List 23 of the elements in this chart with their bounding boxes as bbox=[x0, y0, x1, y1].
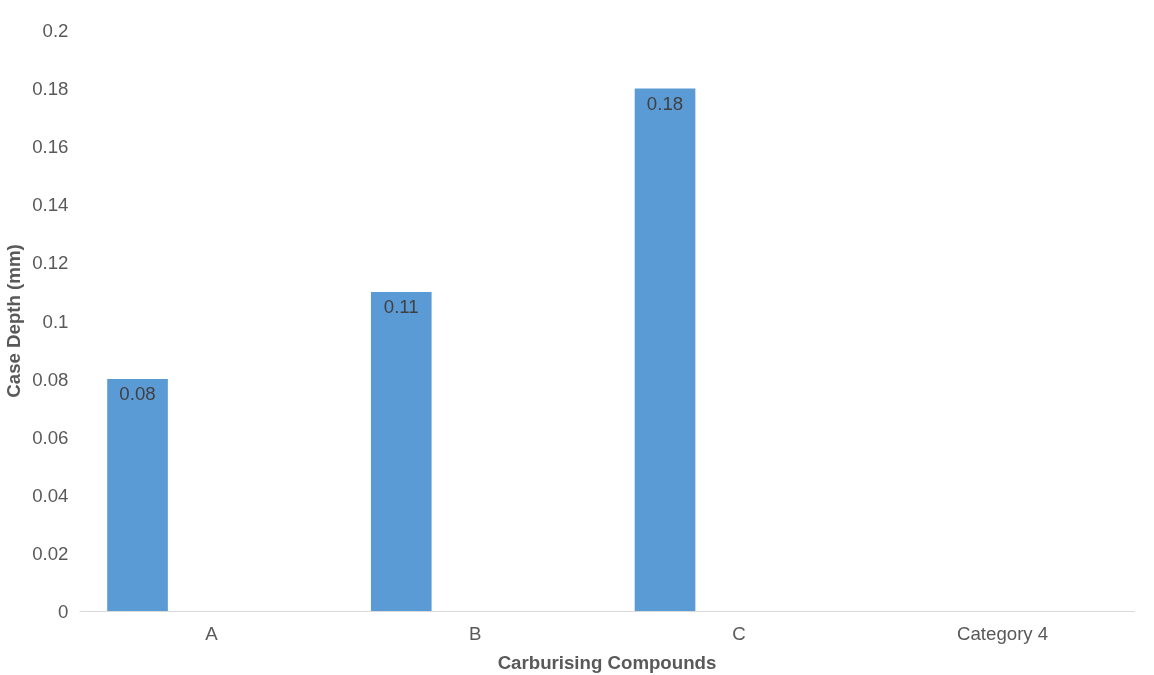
y-axis-title: Case Depth (mm) bbox=[3, 244, 25, 398]
x-tick-label: C bbox=[732, 622, 746, 644]
x-axis-title: Carburising Compounds bbox=[497, 651, 717, 673]
bar bbox=[107, 379, 168, 612]
data-label: 0.18 bbox=[646, 92, 684, 114]
y-tick-label: 0.04 bbox=[32, 484, 69, 506]
y-tick-label: 0 bbox=[58, 601, 69, 622]
y-tick-label: 0.18 bbox=[32, 78, 69, 100]
x-tick-label: B bbox=[468, 622, 482, 644]
y-tick-label: 0.02 bbox=[32, 542, 69, 564]
y-tick-label: 0.1 bbox=[42, 310, 69, 332]
y-tick-label: 0.2 bbox=[42, 20, 69, 41]
x-tick-label: Category 4 bbox=[957, 622, 1049, 644]
y-tick-label: 0.14 bbox=[32, 194, 69, 216]
x-tick-label: A bbox=[205, 622, 219, 644]
data-label: 0.11 bbox=[383, 295, 419, 317]
bar bbox=[634, 88, 696, 612]
y-tick-label: 0.06 bbox=[32, 426, 69, 448]
y-tick-label: 0.12 bbox=[32, 252, 69, 274]
y-tick-label: 0.16 bbox=[32, 136, 69, 158]
bar bbox=[370, 291, 432, 612]
y-tick-label: 0.08 bbox=[32, 368, 69, 390]
data-label: 0.08 bbox=[119, 383, 156, 405]
